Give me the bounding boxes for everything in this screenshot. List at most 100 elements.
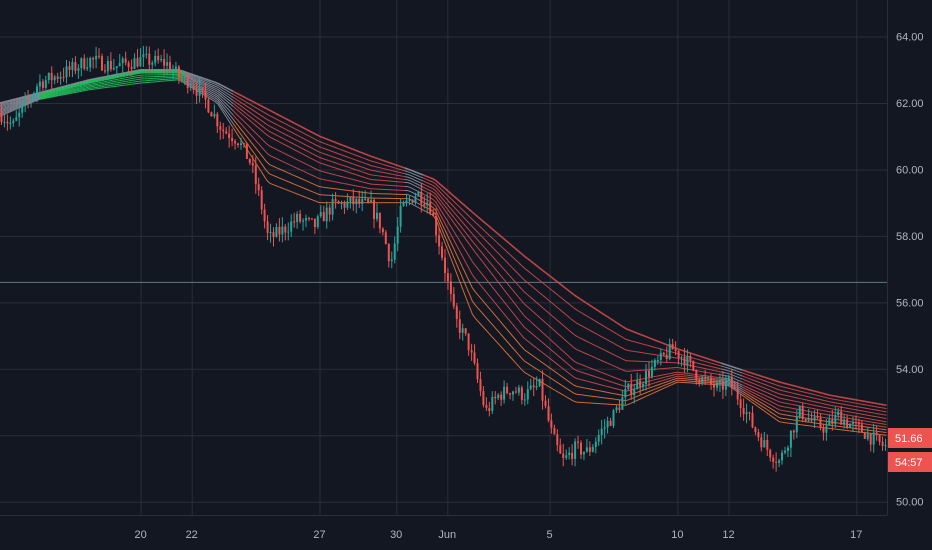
ema-line-segment xyxy=(613,331,617,335)
candle-body xyxy=(373,200,375,219)
ema-line-segment xyxy=(696,366,700,368)
ema-line-segment xyxy=(490,227,495,231)
ema-line-segment xyxy=(502,257,507,262)
ema-line-segment xyxy=(484,289,489,295)
ema-line-segment xyxy=(849,401,853,404)
ema-line-segment xyxy=(39,96,44,98)
time-tick-label: 20 xyxy=(134,529,146,541)
ema-line-segment xyxy=(656,339,660,343)
ema-line-segment xyxy=(597,346,602,349)
candle-body xyxy=(662,352,665,355)
ema-line-segment xyxy=(604,325,608,329)
candle-body xyxy=(618,407,621,410)
ema-line-segment xyxy=(806,395,810,398)
ema-line-segment xyxy=(462,257,467,264)
ema-line-segment xyxy=(48,90,53,93)
candle-body xyxy=(393,243,396,260)
candle-body xyxy=(328,207,331,215)
ema-line-segment xyxy=(831,401,835,404)
ema-line-segment xyxy=(803,391,807,394)
ema-line-segment xyxy=(358,185,363,188)
ema-line-segment xyxy=(263,106,268,110)
ema-line-segment xyxy=(530,272,535,277)
candle-body xyxy=(884,445,887,447)
ema-line-segment xyxy=(533,356,538,360)
ema-line-segment xyxy=(220,86,225,90)
ema-line-segment xyxy=(475,318,479,323)
ema-line-segment xyxy=(447,221,452,227)
candle-body xyxy=(124,58,127,63)
ema-line-segment xyxy=(742,372,746,375)
ema-line-segment xyxy=(263,157,268,163)
ema-line-segment xyxy=(331,166,335,169)
ema-line-segment xyxy=(877,416,881,418)
ema-line-segment xyxy=(410,183,415,186)
ema-line-segment xyxy=(644,343,648,346)
ema-line-segment xyxy=(711,369,715,372)
ema-line-segment xyxy=(76,88,80,91)
ema-line-segment xyxy=(594,382,599,385)
ema-line-segment xyxy=(294,122,298,126)
ema-line-segment xyxy=(453,195,458,200)
ema-line-segment xyxy=(18,96,22,99)
ema-line-segment xyxy=(383,159,387,163)
ema-line-segment xyxy=(303,179,307,182)
ema-line-segment xyxy=(693,357,697,360)
candle-body xyxy=(680,357,683,358)
ema-line-segment xyxy=(576,370,580,373)
ema-line-segment xyxy=(465,239,470,245)
ema-line-segment xyxy=(183,70,188,74)
ema-line-segment xyxy=(527,329,531,333)
ema-line-segment xyxy=(456,215,461,220)
ema-line-segment xyxy=(493,239,498,243)
ema-line-segment xyxy=(223,107,228,112)
ema-line-segment xyxy=(367,178,372,180)
ema-line-segment xyxy=(226,117,231,124)
ema-line-segment xyxy=(600,348,605,351)
ema-line-segment xyxy=(745,373,749,376)
candle-body xyxy=(47,72,50,80)
candle-body xyxy=(523,399,526,401)
ema-line-segment xyxy=(241,119,246,124)
ema-line-segment xyxy=(39,98,44,100)
ema-line-segment xyxy=(597,309,602,314)
ema-line-segment xyxy=(343,155,347,158)
candle-body xyxy=(71,62,74,70)
candle-body xyxy=(21,105,24,113)
ema-line-segment xyxy=(82,88,86,91)
candle-body xyxy=(396,226,399,244)
ema-line-segment xyxy=(788,407,792,409)
ema-line-segment xyxy=(508,242,513,247)
time-axis[interactable]: 20 22 27 30 Jun 5 10 12 17 xyxy=(134,529,862,541)
ema-line-segment xyxy=(766,395,771,399)
ema-line-segment xyxy=(736,370,740,373)
ema-line-segment xyxy=(874,419,878,421)
ema-line-segment xyxy=(2,100,7,103)
ema-line-segment xyxy=(708,372,712,374)
ema-line-segment xyxy=(508,331,513,336)
ema-line-segment xyxy=(202,77,206,80)
ema-line-segment xyxy=(478,240,482,245)
ema-line-segment xyxy=(334,151,338,154)
ema-line-segment xyxy=(579,350,584,353)
ema-line-segment xyxy=(303,138,307,141)
ema-line-segment xyxy=(462,235,467,241)
ema-line-segment xyxy=(343,165,347,168)
ema-line-segment xyxy=(465,251,470,257)
ema-line-segment xyxy=(699,363,703,365)
ema-line-segment xyxy=(235,102,240,106)
ema-line-segment xyxy=(318,162,323,165)
ema-line-segment xyxy=(346,161,350,164)
ema-line-segment xyxy=(450,234,455,241)
ema-line-segment xyxy=(343,144,347,148)
ema-line-segment xyxy=(533,287,538,291)
ema-line-segment xyxy=(775,407,780,411)
ema-line-segment xyxy=(459,272,464,280)
ema-line-segment xyxy=(368,187,372,190)
ema-line-segment xyxy=(699,359,703,362)
ema-line-segment xyxy=(861,407,866,409)
ema-line-segment xyxy=(287,119,292,123)
ema-line-segment xyxy=(269,109,274,113)
ema-line-segment xyxy=(294,133,298,136)
